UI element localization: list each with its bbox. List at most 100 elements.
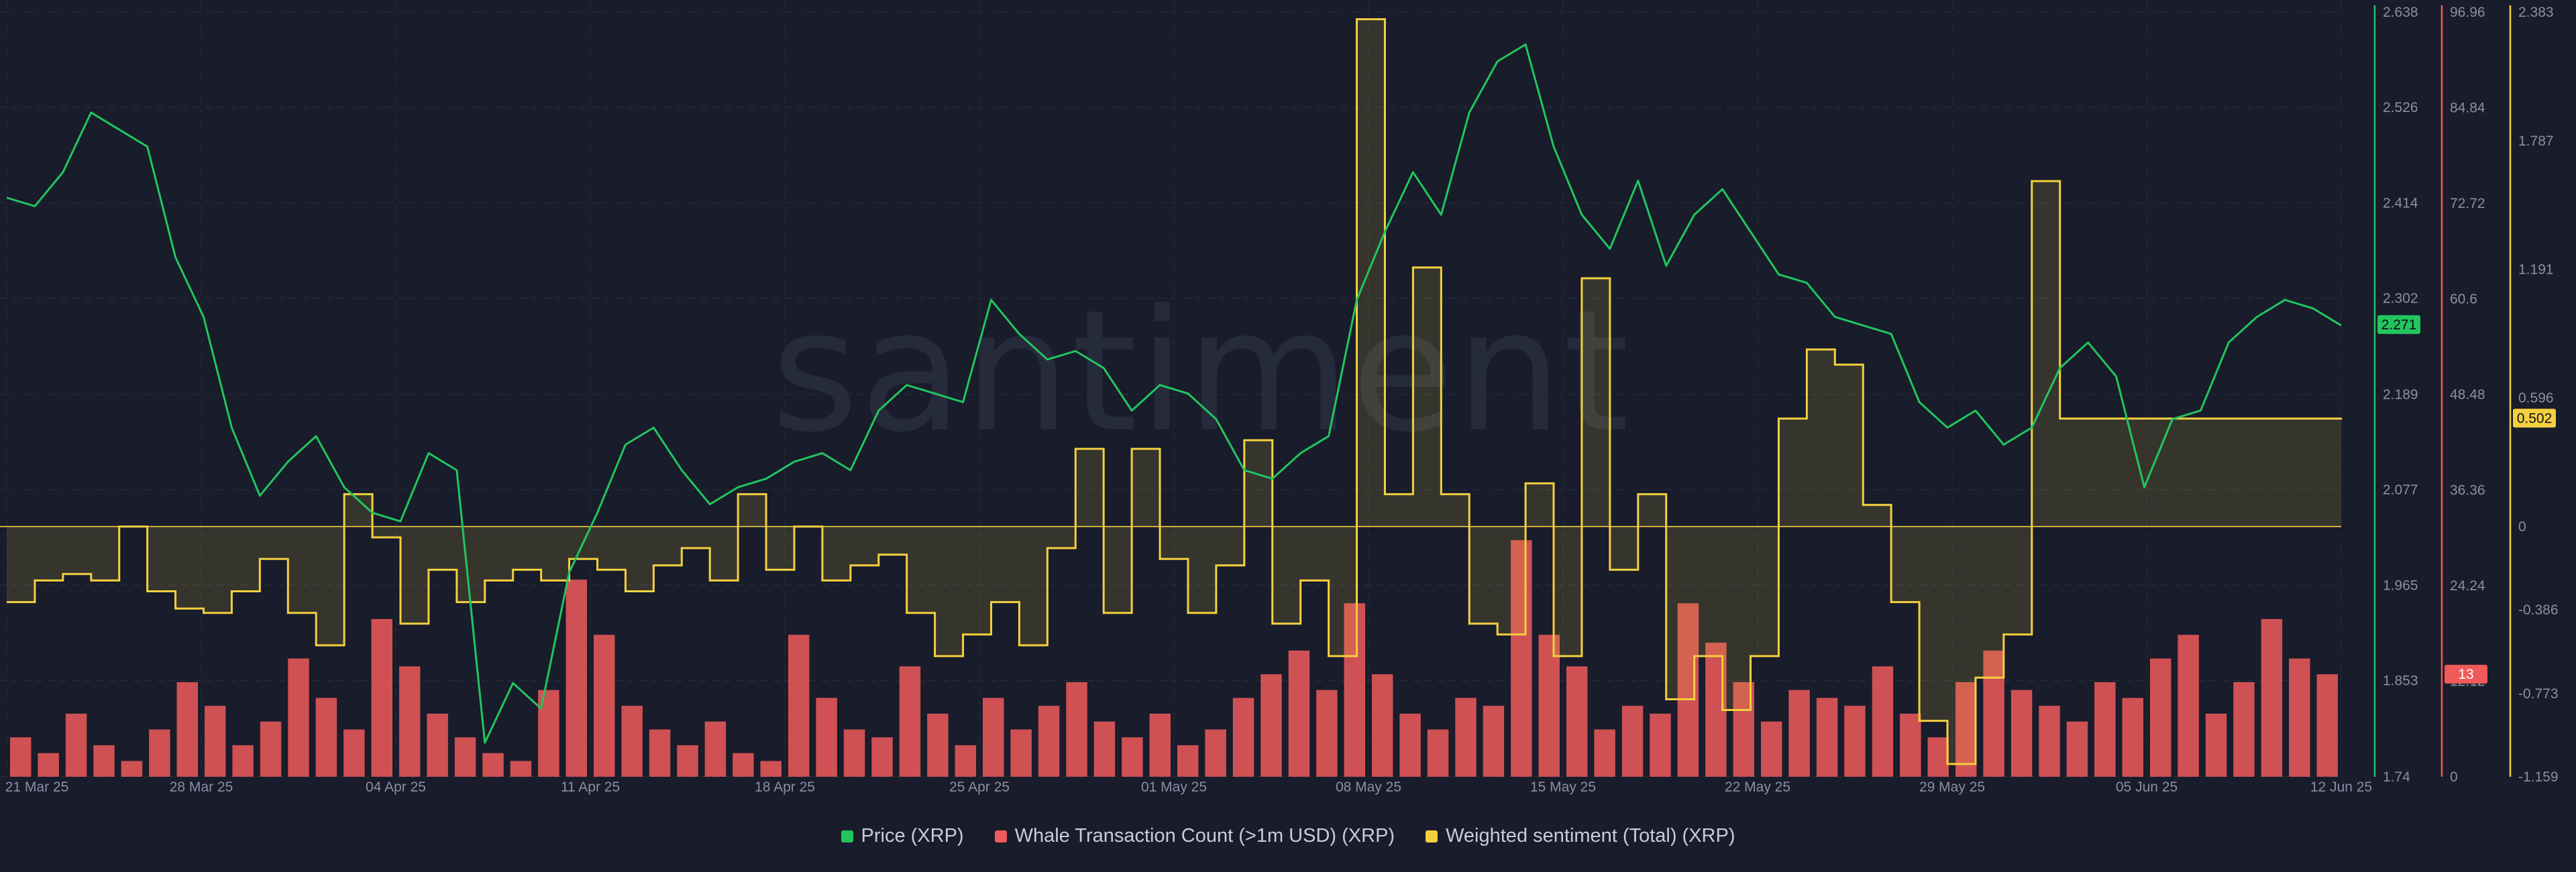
price-tick-label: 2.414 [2383,195,2418,211]
price-tick-label: 1.74 [2383,769,2410,785]
whale-bar [1927,737,1949,777]
sentiment-current-badge-label: 0.502 [2517,411,2553,426]
sentiment-series [0,18,2343,765]
whale-bar [1900,713,1921,777]
whale-bar [427,713,448,777]
whale-current-badge-label: 13 [2458,667,2473,682]
whale-tick-label: 96.96 [2450,5,2485,20]
whale-bar [2233,682,2255,777]
whale-bar [176,682,199,777]
x-tick-label: 25 Apr 25 [949,779,1010,795]
x-tick-label: 11 Apr 25 [561,779,620,795]
whale-bar [2122,698,2144,777]
whale-bar [1205,729,1226,777]
x-tick-label: 01 May 25 [1141,779,1207,795]
price-tick-label: 2.302 [2383,291,2418,307]
whale-bar [1538,635,1560,777]
sentiment-tick-label: 1.191 [2518,262,2554,278]
legend-swatch-price [841,830,853,842]
legend-label-price: Price (XRP) [861,825,964,847]
whale-bar [2010,690,2033,777]
whale-bar [788,635,810,777]
whale-bar [260,721,282,777]
axes: 2.638 2.526 2.414 2.302 2.189 2.077 1.965 1.853… [5,5,2559,795]
whale-bar [871,737,893,777]
whale-bar [1399,713,1421,777]
price-series [6,43,2342,744]
whale-bar [1344,603,1366,777]
whale-bar [343,729,365,777]
whale-bar [1511,540,1532,777]
whale-bar [288,658,309,777]
whale-bar [1038,706,1060,777]
whale-bar [1093,721,1116,777]
whale-bar [899,666,921,777]
x-tick-label: 18 Apr 25 [755,779,815,795]
whale-bar [733,753,754,777]
whale-bar [1816,698,1838,777]
whale-bar [649,729,671,777]
whale-bar [2205,713,2227,777]
sentiment-tick-label: -0.386 [2518,602,2559,618]
whale-bar [1788,690,1810,777]
whale-bar [482,753,504,777]
sentiment-tick-label: -1.159 [2518,769,2559,785]
whale-bar [1650,713,1671,777]
whale-tick-label: 60.6 [2450,292,2477,307]
x-tick-label: 15 May 25 [1530,779,1596,795]
whale-bar [621,706,643,777]
whale-bar [510,761,532,777]
whale-tick-label: 36.36 [2450,483,2485,498]
price-tick-label: 2.526 [2383,100,2418,115]
legend-label-sentiment: Weighted sentiment (Total) (XRP) [1446,825,1735,847]
whale-tick-label: 48.48 [2450,387,2485,402]
whale-bar [927,713,949,777]
whale-bar [2178,635,2199,777]
sentiment-tick-label: 0.596 [2518,390,2554,406]
x-tick-label: 21 Mar 25 [5,779,69,795]
whale-bar [65,713,87,777]
sentiment-line [7,18,2343,765]
legend-swatch-whale [994,830,1007,842]
legend: Price (XRP) Whale Transaction Count (>1m… [0,825,2576,847]
whale-bar [566,580,588,777]
legend-item-sentiment[interactable]: Weighted sentiment (Total) (XRP) [1426,825,1735,847]
sentiment-tick-label: -0.773 [2518,686,2559,702]
whale-bar [1232,698,1254,777]
legend-item-price[interactable]: Price (XRP) [841,825,964,847]
whale-bar [1260,674,1282,777]
price-tick-label: 1.853 [2383,673,2418,689]
whale-bar [1483,706,1505,777]
whale-bar [1177,745,1199,777]
whale-tick-label: 84.84 [2450,101,2485,116]
x-tick-label: 12 Jun 25 [2310,779,2372,795]
whale-bar [315,698,337,777]
x-tick-label: 08 May 25 [1336,779,1401,795]
whale-bar [593,635,615,777]
legend-swatch-sentiment [1426,830,1438,842]
whale-bar [398,666,421,777]
whale-bar [843,729,865,777]
whale-bar [2261,618,2283,777]
sentiment-tick-label: 1.787 [2518,133,2554,149]
whale-bar [1288,650,1310,777]
whale-bar [38,753,59,777]
whale-bar [982,698,1004,777]
whale-bars [9,540,2339,777]
whale-bar [1566,666,1588,777]
x-tick-label: 29 May 25 [1919,779,1985,795]
whale-bar [704,721,727,777]
whale-bar [2066,721,2088,777]
price-tick-label: 2.638 [2383,5,2418,20]
whale-bar [760,761,782,777]
whale-bar [1872,666,1894,777]
whale-bar [1122,737,1143,777]
whale-current-badge [2445,665,2487,684]
sentiment-tick-label: 2.383 [2518,5,2554,20]
whale-bar [1316,690,1338,777]
legend-item-whale[interactable]: Whale Transaction Count (>1m USD) (XRP) [994,825,1395,847]
whale-bar [2039,706,2060,777]
x-tick-label: 28 Mar 25 [170,779,233,795]
sentiment-area [7,19,2341,765]
whale-bar [204,706,226,777]
